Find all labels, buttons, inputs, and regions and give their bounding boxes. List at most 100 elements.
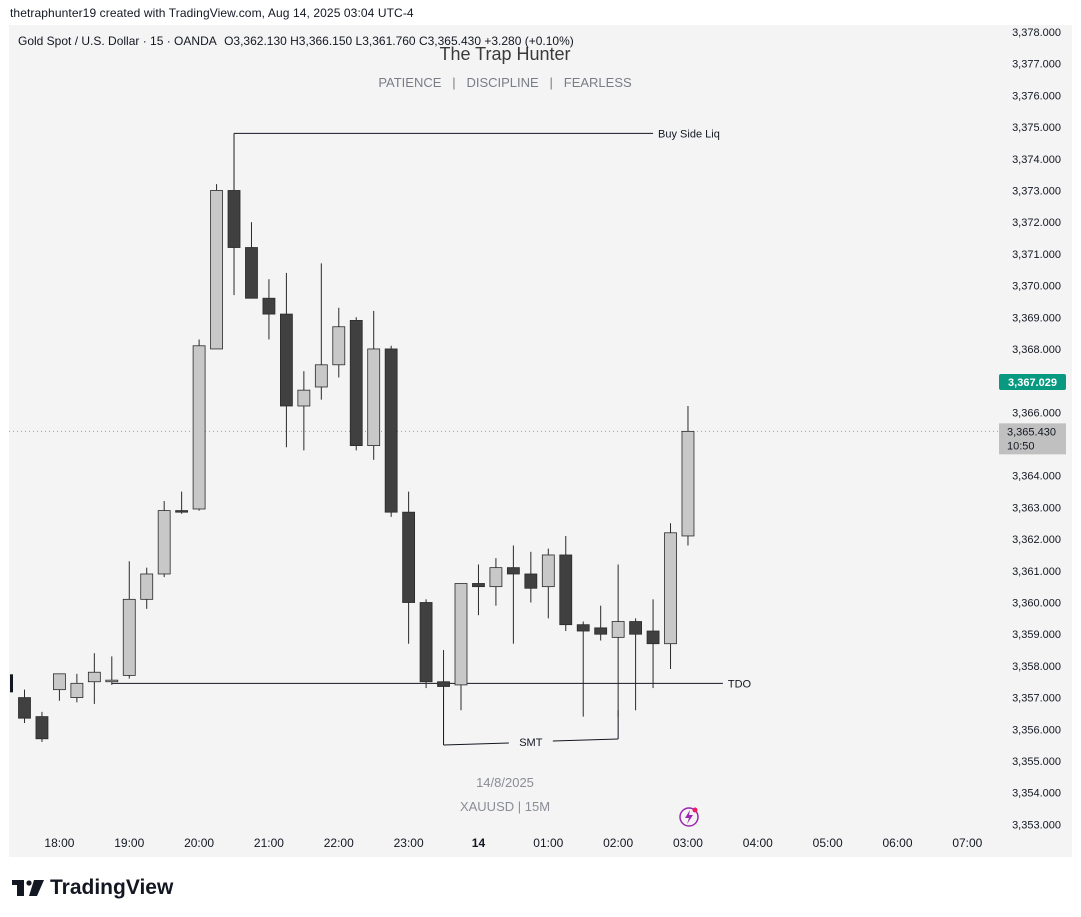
notification-dot-icon	[692, 807, 698, 813]
candle	[210, 184, 223, 350]
candle-body	[629, 621, 642, 635]
candle	[681, 405, 695, 546]
candle	[157, 501, 171, 578]
price-tick-label: 3,369.000	[1012, 312, 1061, 324]
price-tick-label: 3,375.000	[1012, 122, 1061, 134]
price-tick-label: 3,361.000	[1012, 566, 1061, 578]
price-tick-label: 3,374.000	[1012, 154, 1061, 166]
time-tick-label: 21:00	[254, 836, 284, 850]
candle-body	[279, 313, 293, 407]
misc-layer	[679, 807, 699, 827]
candle-body	[122, 598, 136, 676]
candle	[506, 545, 520, 644]
smt-line-right	[552, 738, 619, 742]
candle-body	[175, 510, 189, 513]
candle-body	[227, 190, 241, 248]
price-tick-label: 3,373.000	[1012, 185, 1061, 197]
candle-body	[472, 583, 485, 588]
time-tick-label: 20:00	[184, 836, 214, 850]
price-tick-label: 3,378.000	[1012, 27, 1061, 39]
candle-body	[70, 682, 84, 698]
candle	[245, 222, 258, 299]
legend-low: L3,361.760	[355, 34, 416, 48]
countdown-label: 10:50	[1007, 440, 1035, 452]
chart-frame[interactable]: The Trap Hunter PATIENCE | DISCIPLINE | F…	[9, 25, 1072, 857]
candle-body	[53, 673, 66, 691]
candle	[664, 523, 677, 670]
candle	[175, 491, 189, 514]
chart-caption: thetraphunter19 created with TradingView…	[10, 6, 414, 20]
candle-body	[611, 621, 625, 638]
current-price-badge-label: 3,367.029	[1008, 377, 1057, 389]
price-tick-label: 3,355.000	[1012, 756, 1061, 768]
candle-body	[140, 573, 154, 600]
candle-body	[646, 630, 660, 645]
current-price-badge	[999, 374, 1066, 390]
last-price-badge-label: 3,365.430	[1007, 426, 1056, 438]
candle	[140, 567, 154, 609]
candle-body	[576, 624, 590, 632]
price-tick-label: 3,356.000	[1012, 724, 1061, 736]
last-price-badge	[999, 423, 1066, 455]
legend-high: H3,366.150	[290, 34, 353, 48]
candle-body	[105, 679, 119, 683]
candle-body	[157, 510, 171, 575]
candle	[594, 605, 608, 641]
annotations-layer: Buy Side Liq TDO SMT	[10, 128, 752, 749]
brand-name: TradingView	[50, 876, 174, 899]
price-tick-label: 3,360.000	[1012, 598, 1061, 610]
candle-body	[506, 567, 520, 575]
time-tick-label: 03:00	[673, 836, 703, 850]
candle	[18, 689, 31, 723]
price-tick-label: 3,357.000	[1012, 693, 1061, 705]
legend-close: C3,365.430	[418, 34, 482, 48]
candle-body	[332, 326, 346, 366]
candle	[611, 564, 625, 717]
candles-layer[interactable]	[18, 133, 695, 742]
time-tick-label: 23:00	[394, 836, 424, 850]
candle	[297, 371, 311, 451]
legend-open: O3,362.130	[224, 34, 287, 48]
tradingview-brand[interactable]: TradingView	[12, 876, 173, 900]
price-axis[interactable]: 3,378.000 3,377.000 3,376.000 3,375.000 3,37…	[1012, 27, 1061, 831]
candle-body	[454, 583, 468, 686]
candlestick-chart[interactable]: The Trap Hunter PATIENCE | DISCIPLINE | F…	[9, 25, 1072, 857]
candle	[454, 583, 468, 711]
candle-body	[18, 697, 31, 719]
candle	[105, 656, 119, 685]
price-tick-label: 3,371.000	[1012, 249, 1061, 261]
candle	[349, 317, 363, 451]
candle-body	[314, 364, 328, 388]
smt-line-left	[443, 742, 509, 746]
candle	[332, 307, 346, 378]
buy-side-liq-label: Buy Side Liq	[658, 128, 720, 140]
candle-body	[664, 532, 677, 645]
left-edge-marker	[10, 674, 13, 693]
candle-body	[87, 671, 101, 683]
price-tick-label: 3,368.000	[1012, 344, 1061, 356]
candle-body	[524, 573, 538, 589]
price-tick-label: 3,354.000	[1012, 788, 1061, 800]
candle-body	[210, 190, 223, 350]
candle	[559, 535, 573, 632]
price-tick-label: 3,377.000	[1012, 59, 1061, 71]
candle	[384, 345, 398, 517]
ohlc-legend: Gold Spot / U.S. Dollar · 15 · OANDA O3,…	[18, 34, 574, 48]
smt-label: SMT	[519, 737, 543, 749]
price-tick-label: 3,366.000	[1012, 407, 1061, 419]
candle-body	[489, 567, 503, 588]
time-tick-label: 14	[472, 836, 486, 850]
watermark-subtitle: PATIENCE | DISCIPLINE | FEARLESS	[378, 75, 632, 90]
time-tick-label: 19:00	[114, 836, 144, 850]
price-tick-label: 3,376.000	[1012, 90, 1061, 102]
candle-body	[192, 345, 206, 510]
candle	[489, 558, 503, 606]
candle-body	[349, 320, 363, 447]
candle	[402, 491, 416, 644]
price-tick-label: 3,359.000	[1012, 629, 1061, 641]
price-tick-label: 3,364.000	[1012, 471, 1061, 483]
price-tick-label: 3,362.000	[1012, 534, 1061, 546]
candle-body	[245, 247, 258, 299]
candle	[314, 263, 328, 400]
time-axis[interactable]: 18:00 19:00 20:00 21:00 22:00 23:00 14 01:00 02:…	[44, 836, 982, 850]
